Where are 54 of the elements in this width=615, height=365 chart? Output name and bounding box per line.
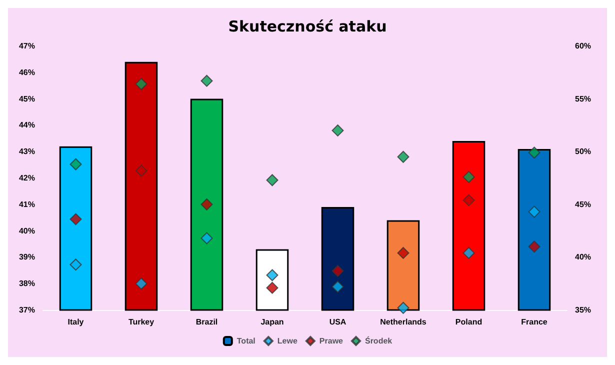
point: [462, 194, 475, 206]
point: [135, 278, 148, 290]
point: [266, 282, 278, 294]
x-tick-label: USA: [329, 318, 346, 326]
chart-title: Skuteczność ataku: [228, 18, 387, 36]
y2-tick-label: 35%: [575, 306, 592, 314]
y-tick-label: 41%: [18, 200, 35, 209]
y-tick-label: 45%: [18, 94, 35, 104]
point: [397, 150, 410, 163]
y2-tick-label: 50%: [575, 147, 592, 156]
y-tick-label: 37%: [18, 306, 35, 314]
y2-tick-label: 60%: [575, 42, 592, 50]
legend-label: Prawe: [319, 336, 344, 346]
point: [528, 240, 540, 253]
y-tick-label: 47%: [18, 42, 35, 50]
x-tick-label: Italy: [68, 318, 84, 326]
point: [397, 302, 410, 314]
y-tick-label: 44%: [18, 120, 35, 130]
point: [70, 158, 82, 170]
y-tick-label: 42%: [18, 174, 35, 182]
y-tick-label: 40%: [18, 226, 35, 236]
point: [70, 213, 82, 226]
point: [266, 269, 278, 282]
point: [70, 258, 82, 271]
y-tick-label: 46%: [18, 68, 35, 77]
y-tick-label: 38%: [18, 279, 35, 288]
point: [528, 206, 540, 218]
point: [332, 124, 344, 136]
x-tick-label: Turkey: [128, 318, 155, 326]
point: [135, 164, 148, 177]
point: [266, 174, 278, 186]
point: [332, 280, 344, 293]
point: [200, 198, 213, 210]
y2-tick-label: 40%: [575, 252, 592, 262]
point: [200, 74, 213, 87]
legend-label: Środek: [364, 336, 393, 346]
point: [462, 170, 475, 183]
y-tick-label: 39%: [18, 252, 35, 262]
y2-tick-label: 55%: [575, 94, 592, 104]
x-tick-label: Brazil: [196, 318, 218, 326]
point: [462, 246, 475, 259]
point: [200, 232, 213, 244]
point: [135, 78, 148, 90]
point: [528, 146, 540, 159]
point: [397, 246, 410, 259]
legend-label: Total: [236, 336, 256, 346]
y-tick-label: 43%: [18, 147, 35, 156]
x-tick-label: Netherlands: [380, 318, 427, 326]
x-tick-label: France: [521, 318, 548, 326]
x-tick-label: Japan: [260, 318, 284, 326]
point: [332, 264, 344, 277]
legend-label: Lewe: [277, 336, 298, 346]
y2-tick-label: 45%: [575, 200, 592, 209]
x-tick-label: Poland: [455, 318, 482, 326]
